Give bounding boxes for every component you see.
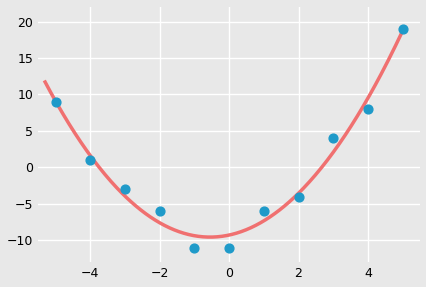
Point — [260, 209, 267, 214]
Point — [121, 187, 128, 191]
Point — [364, 107, 371, 111]
Point — [156, 209, 163, 214]
Point — [52, 100, 59, 104]
Point — [329, 136, 336, 141]
Point — [190, 245, 197, 250]
Point — [294, 194, 301, 199]
Point — [86, 158, 93, 162]
Point — [225, 245, 232, 250]
Point — [398, 26, 405, 31]
